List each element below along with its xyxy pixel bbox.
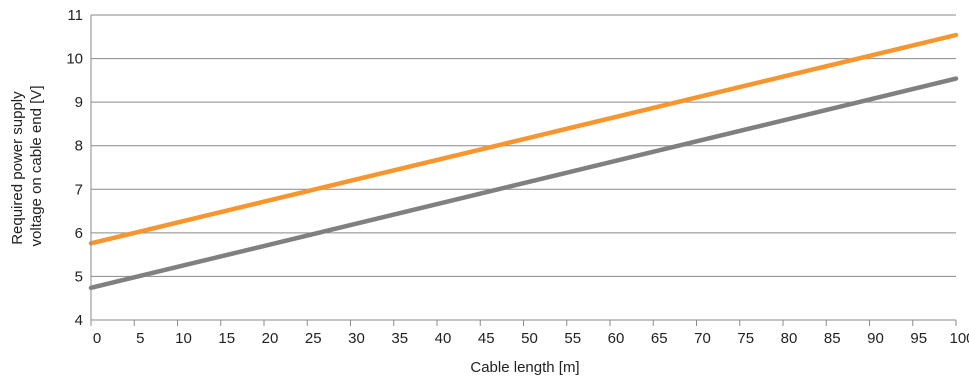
x-tick-label: 25 [305,330,322,347]
x-tick-label: 70 [694,330,711,347]
y-tick-label: 4 [75,312,83,329]
x-tick-label: 50 [521,330,538,347]
gridlines [91,14,956,277]
x-tick-label: 35 [391,330,408,347]
x-tick-label: 40 [435,330,452,347]
y-tick-label: 11 [67,7,83,24]
x-tick-label: 10 [175,330,192,347]
y-axis-title-line-1: Required power supply [9,91,26,245]
x-tick-label: 0 [93,330,101,347]
y-tick-label: 10 [66,51,83,68]
x-tick-label: 15 [218,330,235,347]
x-tick-label: 85 [824,330,841,347]
y-tick-label: 9 [75,94,83,111]
x-tick-label: 90 [867,330,884,347]
x-tick-label: 5 [136,330,144,347]
x-tick-label: 45 [478,330,495,347]
y-tick-labels: 4 5 6 7 8 9 10 11 [66,7,83,329]
series-lines [88,32,959,291]
x-tick-label: 65 [651,330,668,347]
axes [90,15,957,326]
y-tick-label: 7 [75,181,83,198]
x-tick-label: 80 [781,330,798,347]
y-axis-title-line-2: voltage on cable end [V] [28,86,45,247]
y-tick-label: 5 [75,268,83,285]
y-tick-label: 8 [75,138,83,155]
x-tick-label: 100 [949,330,969,347]
series-line-2 [88,76,959,291]
x-tick-labels: 0 5 10 15 20 25 30 35 40 45 50 55 60 65 70 75 80 85 90 95 10… [93,330,969,347]
x-tick-label: 55 [564,330,581,347]
x-tick-label: 30 [348,330,365,347]
x-tick-label: 75 [737,330,754,347]
x-axis-title: Cable length [m] [470,359,579,376]
x-tick-label: 60 [608,330,625,347]
x-tick-label: 95 [910,330,927,347]
y-tick-label: 6 [75,225,83,242]
y-axis-title: Required power supply voltage on cable e… [9,86,45,247]
x-tick-label: 20 [262,330,279,347]
series-line-1 [88,32,959,246]
